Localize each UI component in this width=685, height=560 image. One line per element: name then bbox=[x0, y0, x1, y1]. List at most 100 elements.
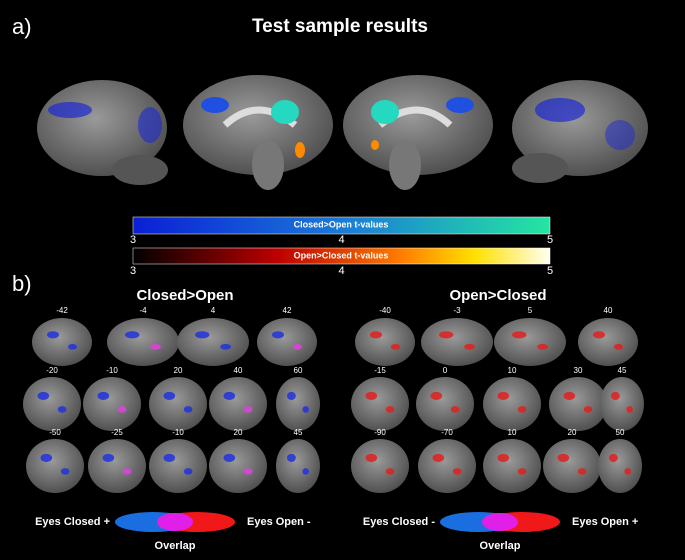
slice-label: -4 bbox=[139, 306, 147, 315]
slice-label: -3 bbox=[453, 306, 461, 315]
brain-slice bbox=[598, 439, 642, 493]
activation bbox=[537, 343, 548, 350]
activation bbox=[557, 453, 570, 462]
slice-label: -15 bbox=[374, 366, 386, 375]
activation bbox=[624, 468, 631, 475]
activation bbox=[593, 331, 605, 339]
activation bbox=[125, 331, 140, 339]
colorbar-tick: 5 bbox=[547, 265, 553, 277]
activation bbox=[102, 453, 115, 462]
colorbar bbox=[132, 216, 551, 235]
legend-label: Overlap bbox=[480, 540, 521, 552]
activation bbox=[439, 331, 454, 339]
brain-slice bbox=[351, 377, 409, 431]
activation bbox=[57, 406, 67, 413]
activation bbox=[272, 331, 284, 339]
activation bbox=[517, 468, 527, 475]
brain-slice bbox=[494, 318, 566, 366]
slice-label: -50 bbox=[49, 428, 61, 437]
activation bbox=[243, 468, 253, 475]
activation bbox=[517, 406, 527, 413]
activation bbox=[430, 391, 443, 400]
activation bbox=[385, 406, 395, 413]
brain-slice bbox=[209, 377, 267, 431]
activation bbox=[577, 468, 587, 475]
activation bbox=[583, 406, 593, 413]
colorbar-tick: 4 bbox=[338, 234, 344, 246]
slice-label: 50 bbox=[616, 428, 625, 437]
activation bbox=[183, 468, 193, 475]
slice-label: -70 bbox=[441, 428, 453, 437]
colorbar-label: Closed>Open t-values bbox=[294, 219, 389, 229]
activation bbox=[287, 391, 296, 400]
brain-slice bbox=[23, 377, 81, 431]
activation bbox=[452, 468, 462, 475]
activation bbox=[370, 331, 382, 339]
brain-slice bbox=[418, 439, 476, 493]
legend-overlap bbox=[482, 513, 518, 531]
panel-label: a) bbox=[12, 14, 32, 39]
slice-label: 40 bbox=[234, 366, 243, 375]
slice-label: -10 bbox=[172, 428, 184, 437]
legend-label: Overlap bbox=[155, 540, 196, 552]
panel-label: b) bbox=[12, 271, 32, 296]
activation bbox=[611, 391, 620, 400]
group-title: Closed>Open bbox=[136, 287, 233, 304]
legend-label: Eyes Closed - bbox=[363, 516, 435, 528]
activation bbox=[626, 406, 633, 413]
brain-slice bbox=[351, 439, 409, 493]
group-title: Open>Closed bbox=[449, 287, 546, 304]
activation bbox=[195, 331, 210, 339]
activation bbox=[223, 453, 236, 462]
colorbar bbox=[132, 247, 551, 265]
activation bbox=[302, 406, 310, 413]
brain-slice bbox=[209, 439, 267, 493]
brain-slice bbox=[257, 318, 317, 366]
activation bbox=[40, 453, 53, 462]
colorbar-tick: 5 bbox=[547, 234, 553, 246]
brain-slice bbox=[483, 377, 541, 431]
activation bbox=[68, 343, 77, 350]
activation bbox=[432, 453, 445, 462]
brain-slice bbox=[26, 439, 84, 493]
activation bbox=[47, 331, 59, 339]
slice-label: -20 bbox=[46, 366, 58, 375]
brain-renders bbox=[37, 75, 648, 190]
brain-slice bbox=[416, 377, 474, 431]
brain-medial-left bbox=[183, 75, 333, 190]
brain-slice bbox=[276, 439, 320, 493]
activation bbox=[163, 453, 176, 462]
slice-label: 5 bbox=[528, 306, 533, 315]
slice-label: -40 bbox=[379, 306, 391, 315]
activation bbox=[450, 406, 460, 413]
brain-slice bbox=[543, 439, 601, 493]
brain-slice bbox=[83, 377, 141, 431]
legend-label: Eyes Open - bbox=[247, 516, 311, 528]
slice-label: 4 bbox=[211, 306, 216, 315]
brain-slice bbox=[32, 318, 92, 366]
brain-slice bbox=[421, 318, 493, 366]
slice-label: -90 bbox=[374, 428, 386, 437]
activation bbox=[391, 343, 400, 350]
colorbar-tick: 4 bbox=[338, 265, 344, 277]
activation bbox=[37, 391, 50, 400]
activation bbox=[563, 391, 576, 400]
activation bbox=[117, 406, 127, 413]
brain-slice bbox=[149, 377, 207, 431]
brain-slice bbox=[276, 377, 320, 431]
brain-slice bbox=[483, 439, 541, 493]
activation bbox=[122, 468, 132, 475]
slice-label: 20 bbox=[568, 428, 577, 437]
slice-label: 60 bbox=[294, 366, 303, 375]
activation bbox=[163, 391, 176, 400]
slice-label: 20 bbox=[234, 428, 243, 437]
brain-slice bbox=[578, 318, 638, 366]
slice-label: -10 bbox=[106, 366, 118, 375]
activation bbox=[365, 391, 378, 400]
activation bbox=[183, 406, 193, 413]
brain-lateral-right bbox=[512, 80, 648, 183]
brain-slice bbox=[149, 439, 207, 493]
colorbar-tick: 3 bbox=[130, 265, 136, 277]
activation bbox=[614, 343, 623, 350]
